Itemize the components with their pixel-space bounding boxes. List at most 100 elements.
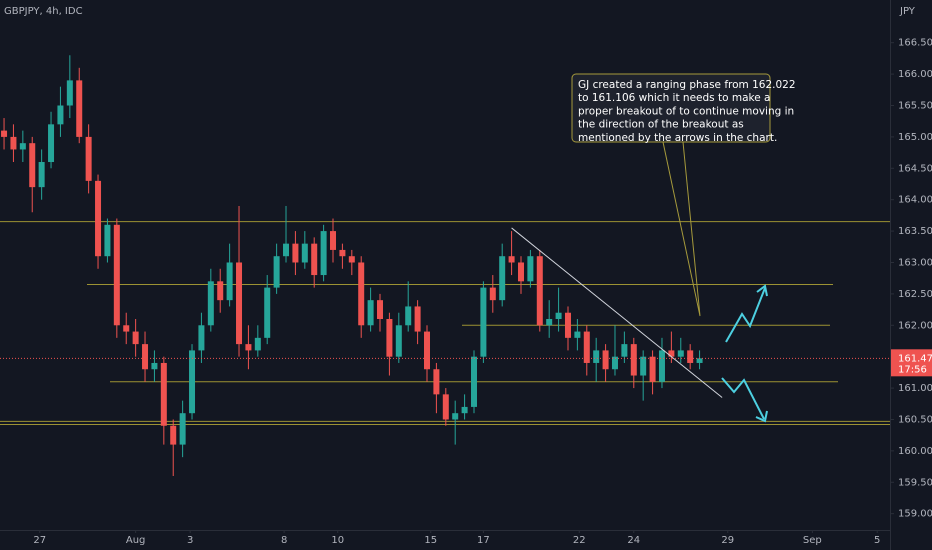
- callout-text: GJ created a ranging phase from 162.022t…: [578, 79, 796, 144]
- candle-body: [377, 300, 384, 320]
- x-tick-label: 22: [573, 535, 586, 546]
- candle-body: [85, 136, 92, 181]
- candle-body: [452, 413, 459, 420]
- callout-line: GJ created a ranging phase from 162.022: [578, 79, 796, 91]
- callout-pointer: [662, 141, 701, 317]
- y-tick-label: 163.500: [898, 226, 932, 237]
- candle-body: [245, 344, 252, 351]
- trendline: [511, 227, 723, 398]
- candle-body: [677, 350, 684, 357]
- countdown-label: 17:56: [898, 364, 927, 375]
- candle-body: [433, 369, 440, 395]
- x-tick-label: 8: [281, 535, 287, 546]
- candle-body: [640, 356, 647, 376]
- candle-body: [179, 413, 186, 445]
- candle-body: [348, 256, 355, 263]
- candle-body: [358, 262, 365, 326]
- candle-body: [95, 180, 102, 257]
- candle-body: [499, 256, 506, 301]
- candle-body: [687, 350, 694, 363]
- y-tick-label: 159.000: [898, 509, 932, 520]
- y-tick-label: 165.500: [898, 100, 932, 111]
- candle-body: [564, 312, 571, 338]
- callout-line: mentioned by the arrows in the chart.: [578, 132, 777, 144]
- x-tick-label: Aug: [126, 535, 146, 546]
- candle-body: [10, 136, 17, 150]
- y-tick-label: 160.500: [898, 414, 932, 425]
- candle-body: [480, 287, 487, 357]
- candle-body: [330, 231, 337, 250]
- candle-body: [311, 243, 318, 276]
- candle-body: [508, 256, 515, 263]
- up-arrow: [725, 287, 766, 343]
- candle-body: [301, 243, 308, 263]
- candle-body: [517, 262, 524, 282]
- candle-body: [649, 356, 656, 382]
- y-tick-label: 160.000: [898, 446, 932, 457]
- y-tick-label: 159.500: [898, 477, 932, 488]
- y-tick-label: 164.000: [898, 195, 932, 206]
- y-tick-label: 166.000: [898, 69, 932, 80]
- callout-line: to 161.106 which it needs to make a: [578, 92, 770, 104]
- candle-body: [395, 325, 402, 357]
- y-tick-label: 161.000: [898, 383, 932, 394]
- callout-line: proper breakout of to continue moving in: [578, 105, 794, 117]
- candle-body: [527, 256, 534, 282]
- candle-body: [142, 344, 149, 370]
- candle-body: [339, 249, 346, 257]
- currency-label: JPY: [899, 6, 916, 17]
- up-arrow-head: [756, 284, 768, 297]
- down-arrow-head: [755, 410, 768, 423]
- candle-body: [283, 243, 290, 257]
- x-tick-label: 15: [424, 535, 437, 546]
- x-tick-label: 3: [187, 535, 193, 546]
- candle-body: [57, 105, 64, 125]
- arrows: [721, 284, 768, 423]
- candle-body: [630, 344, 637, 376]
- candle-body: [76, 80, 83, 137]
- y-tick-label: 166.500: [898, 38, 932, 49]
- candle-body: [320, 231, 327, 276]
- candle-body: [470, 356, 477, 407]
- candle-body: [602, 350, 609, 370]
- candle-body: [226, 262, 233, 301]
- candle-body: [292, 243, 299, 263]
- y-tick-label: 163.000: [898, 257, 932, 268]
- candle-body: [19, 143, 26, 150]
- candle-body: [621, 344, 628, 357]
- candle-body: [48, 124, 55, 163]
- candle-body: [405, 306, 412, 326]
- candle-body: [489, 287, 496, 301]
- chart-title: GBPJPY, 4h, IDC: [4, 6, 83, 17]
- last-price-box: [891, 349, 932, 377]
- candle-body: [104, 224, 111, 257]
- candle-body: [611, 356, 618, 370]
- candle-body: [386, 319, 393, 357]
- candle-body: [132, 331, 139, 345]
- x-tick-label: Sep: [803, 535, 822, 546]
- candle-body: [414, 306, 421, 332]
- candle-body: [189, 350, 196, 414]
- candle-body: [151, 362, 158, 370]
- y-tick-label: 162.000: [898, 320, 932, 331]
- candle-body: [264, 287, 271, 338]
- candle-body: [160, 362, 167, 426]
- candle-body: [198, 325, 205, 351]
- candle-body: [254, 337, 261, 351]
- candle-body: [1, 130, 8, 137]
- candle-body: [583, 331, 590, 363]
- candle-body: [217, 281, 224, 301]
- callout-line: the direction of the breakout as: [578, 119, 744, 131]
- candle-body: [658, 350, 665, 382]
- candle-body: [207, 281, 214, 326]
- candle-body: [367, 300, 374, 326]
- candle-body: [696, 358, 703, 363]
- candle-body: [536, 256, 543, 326]
- candle-body: [574, 331, 581, 338]
- y-tick-label: 165.000: [898, 132, 932, 143]
- candle-body: [38, 162, 45, 188]
- x-tick-label: 10: [331, 535, 344, 546]
- last-price-label: 161.474: [898, 353, 932, 364]
- candle-body: [668, 350, 675, 357]
